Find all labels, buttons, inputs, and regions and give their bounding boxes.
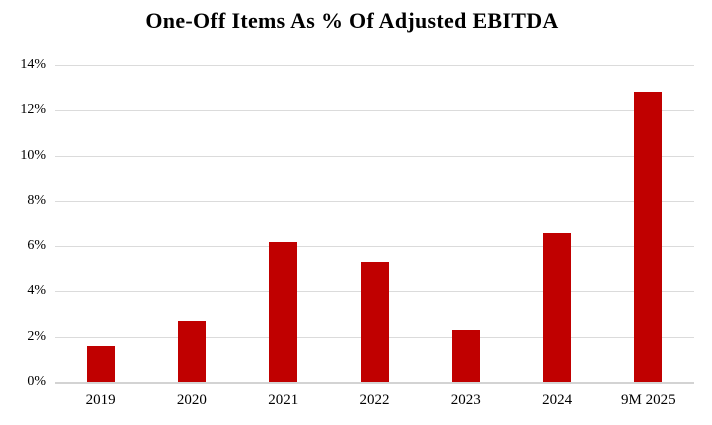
plot-area: 0% 2% 4% 6% 8% 10% 12% 14% 2019 2020 2021 2022 2023 2… <box>20 58 694 408</box>
x-axis-tick-label: 2021 <box>268 392 299 408</box>
gridline <box>55 155 694 157</box>
y-axis-tick-label: 14% <box>20 57 46 72</box>
chart-title: One-Off Items As % Of Adjusted EBITDA <box>145 8 559 33</box>
y-axis-tick-label: 4% <box>27 283 46 299</box>
y-axis-tick-label: 10% <box>20 147 46 163</box>
x-axis-tick-label: 2024 <box>542 392 573 408</box>
y-axis-tick-label: 8% <box>27 192 46 208</box>
gridline <box>55 65 694 66</box>
bar-2021 <box>269 241 298 382</box>
x-axis-tick-label: 2022 <box>359 392 390 408</box>
x-axis-tick-label: 2019 <box>85 392 116 408</box>
gridline <box>55 110 694 112</box>
y-axis-tick-label: 6% <box>27 238 46 254</box>
bar-2019 <box>86 345 115 382</box>
y-axis-tick-label: 2% <box>27 328 46 344</box>
bar-9m-2025 <box>634 92 663 382</box>
y-axis-tick-label: 0% <box>27 374 46 389</box>
gridline <box>55 246 694 248</box>
x-axis-tick-label: 9M 2025 <box>621 392 676 408</box>
bar-2024 <box>543 232 572 382</box>
bar-2022 <box>360 262 389 382</box>
bar-2023 <box>451 329 480 382</box>
x-axis-tick-label: 2023 <box>450 392 481 408</box>
x-axis-tick-label: 2020 <box>176 392 207 408</box>
y-axis-tick-label: 12% <box>20 102 46 118</box>
gridline <box>55 200 694 202</box>
bar-2020 <box>177 320 206 382</box>
x-axis-line <box>55 382 694 384</box>
